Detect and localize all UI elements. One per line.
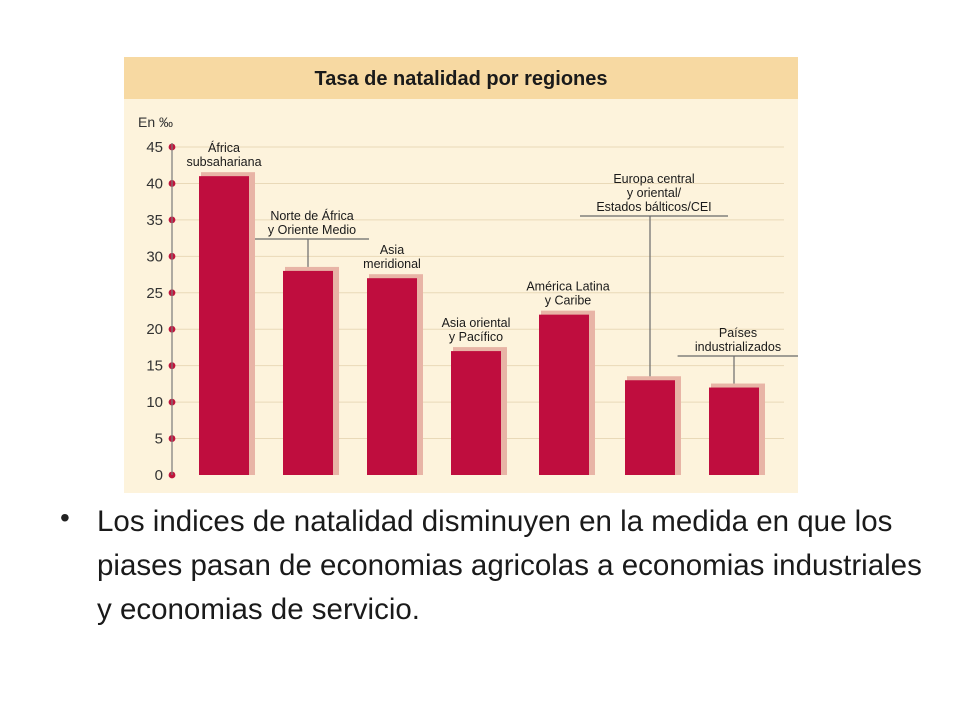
category-label-line: y oriental/ (627, 186, 682, 200)
bars (199, 172, 765, 475)
bar (451, 351, 501, 475)
y-tick-label: 10 (146, 394, 163, 411)
bar (367, 278, 417, 475)
y-tick-label: 20 (146, 321, 163, 338)
y-tick-label: 0 (155, 467, 163, 484)
y-axis-unit-label: En ‰ (138, 114, 173, 130)
chart-title: Tasa de natalidad por regiones (314, 68, 607, 90)
bar-chart: Tasa de natalidad por regiones En ‰ 0 5 10… (124, 57, 798, 484)
category-label-line: Estados bálticos/CEI (596, 200, 711, 214)
bar (283, 270, 333, 475)
y-axis: 0 5 10 15 20 25 30 35 40 45 (146, 139, 176, 484)
category-label-line: y Caribe (545, 294, 592, 308)
y-tick-label: 25 (146, 285, 163, 302)
category-label-line: Asia oriental (442, 316, 511, 330)
chart-panel: Tasa de natalidad por regiones En ‰ 0 5 10… (124, 57, 798, 493)
y-tick-label: 45 (146, 139, 163, 156)
y-tick-label: 5 (155, 431, 163, 448)
category-label-line: Asia (380, 243, 404, 257)
bar (625, 380, 675, 475)
category-label-line: y Oriente Medio (268, 223, 356, 237)
y-tick-label: 15 (146, 358, 163, 375)
y-tick-label: 30 (146, 248, 163, 265)
y-tick-label: 40 (146, 175, 163, 192)
bar (539, 314, 589, 475)
y-tick-label: 35 (146, 212, 163, 229)
category-label-line: Norte de África (270, 208, 353, 223)
bullet-marker: • (60, 502, 70, 533)
category-label-line: subsahariana (186, 155, 261, 169)
category-label-line: y Pacífico (449, 330, 503, 344)
bar (709, 387, 759, 475)
category-label-line: industrializados (695, 340, 781, 354)
title-band (124, 57, 798, 99)
category-label-line: América Latina (526, 280, 609, 294)
category-label-line: meridional (363, 257, 421, 271)
bullet-text: Los indices de natalidad disminuyen en l… (97, 505, 922, 626)
category-label-line: Europa central (613, 172, 694, 186)
bar (199, 176, 249, 475)
category-label-line: Países (719, 326, 757, 340)
category-label-line: África (208, 140, 240, 155)
